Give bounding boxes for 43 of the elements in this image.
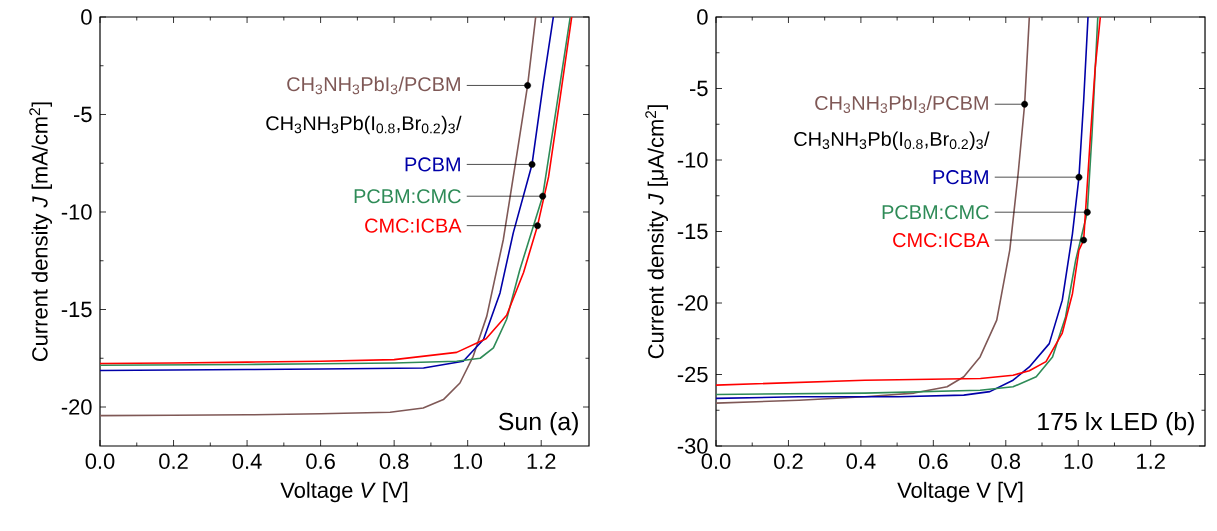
x-tick-label: 0.2 xyxy=(159,453,188,470)
x-tick-label: 1.2 xyxy=(1137,453,1165,469)
x-tick-label: 1.0 xyxy=(1064,453,1093,470)
y-tick-label: -15 xyxy=(61,301,92,318)
x-tick-label: 0.6 xyxy=(918,453,948,470)
x-tick-label: 1.2 xyxy=(527,453,556,469)
x-tick-label: 0.4 xyxy=(846,453,876,470)
x-tick-label: 0.4 xyxy=(232,453,262,470)
y-tick-label: -10 xyxy=(677,152,708,168)
x-tick-label: 0.0 xyxy=(85,453,115,470)
x-tick-label: 0.8 xyxy=(379,453,409,470)
line-series xyxy=(716,17,1031,404)
x-tick-label: 0.8 xyxy=(991,453,1021,470)
annotation: CMC:ICBA xyxy=(365,218,462,233)
y-tick-label: -5 xyxy=(689,80,708,97)
y-tick-label: 0 xyxy=(81,9,92,25)
text: CH$_{3}$NH$_{3}$Pb(I$_{0.8}$,Br$_{0.2}$)$_{3}$/ xyxy=(794,131,990,150)
y-tick-label: -15 xyxy=(677,223,708,240)
y-axis-title: Current density J [μA/cm$^{2}$] xyxy=(645,105,669,359)
y-tick-label: -25 xyxy=(677,366,708,383)
y-axis-title: Current density J [mA/cm$^{2}$] xyxy=(29,102,53,362)
y-tick-label: -30 xyxy=(677,438,708,454)
annotation: Sun (a) xyxy=(498,412,578,436)
x-tick-label: 1.0 xyxy=(454,453,483,470)
annotation: PCBM:CMC xyxy=(354,189,461,204)
y-tick-label: 0 xyxy=(697,9,708,25)
annotation: CH$_{3}$NH$_{3}$PbI$_{3}$/PCBM xyxy=(815,95,988,114)
annotation: CH$_{3}$NH$_{3}$PbI$_{3}$/PCBM xyxy=(287,76,460,95)
annotation: PCBM:CMC xyxy=(882,205,989,220)
y-tick-label: -10 xyxy=(61,204,92,220)
x-tick-label: 0.0 xyxy=(701,453,731,470)
text: CH$_{3}$NH$_{3}$Pb(I$_{0.8}$,Br$_{0.2}$)$_{3}$/ xyxy=(266,115,462,135)
y-tick-label: -20 xyxy=(61,399,92,415)
x-tick-label: 0.2 xyxy=(774,453,803,470)
annotation: PCBM xyxy=(405,157,460,172)
annotation: 175 lx LED (b) xyxy=(1038,412,1194,436)
x-axis-title: Voltage V [V] xyxy=(280,481,408,503)
y-tick-label: -20 xyxy=(677,295,708,311)
annotation: PCBM xyxy=(933,170,988,185)
y-tick-label: -5 xyxy=(73,106,92,123)
annotation: CMC:ICBA xyxy=(893,233,990,248)
x-tick-label: 0.6 xyxy=(306,453,335,470)
x-axis-title: Voltage V [V] xyxy=(897,481,1023,503)
